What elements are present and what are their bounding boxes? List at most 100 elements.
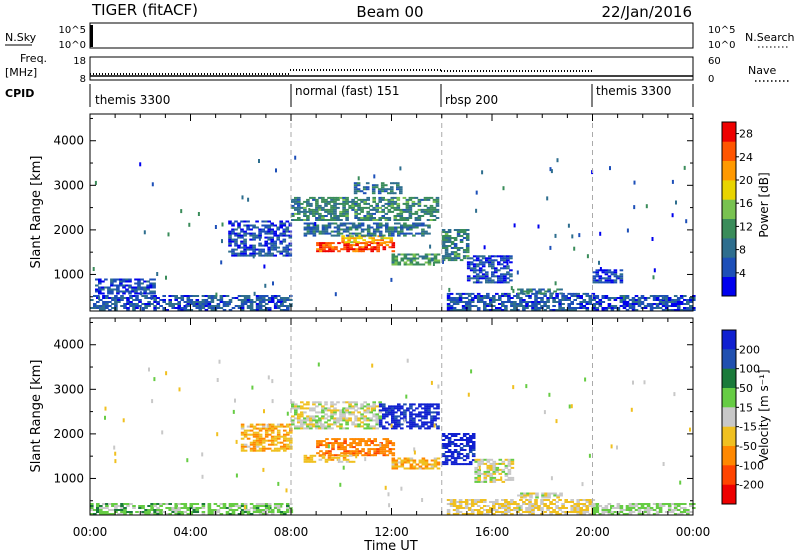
data-cell [403, 411, 407, 414]
data-cell [429, 210, 434, 213]
data-cell [625, 309, 630, 311]
data-cell [240, 505, 245, 507]
data-cell [396, 184, 400, 187]
data-cell [397, 457, 402, 460]
data-cell [267, 238, 271, 241]
data-cell [444, 235, 449, 237]
x-tick-label: 12:00 [374, 525, 409, 539]
data-cell [378, 222, 383, 225]
data-cell [501, 499, 505, 501]
data-cell [423, 210, 428, 213]
data-cell [362, 192, 367, 195]
data-cell [156, 513, 160, 515]
data-cell [339, 409, 343, 412]
data-cell [417, 219, 422, 221]
data-cell [255, 220, 259, 223]
data-cell [237, 305, 242, 307]
data-cell [610, 279, 615, 282]
data-cell [381, 204, 385, 207]
data-cell [264, 232, 268, 235]
data-cell [561, 507, 565, 509]
data-cell [607, 307, 612, 309]
data-cell [522, 307, 526, 309]
data-cell [312, 425, 316, 428]
data-cell [249, 301, 254, 303]
data-cell [333, 419, 337, 422]
data-cell [285, 244, 290, 247]
data-cell [264, 240, 268, 243]
data-cell [249, 238, 253, 241]
data-cell [483, 472, 488, 475]
colorbar-tick-label: 28 [739, 128, 753, 141]
data-cell [240, 301, 245, 303]
data-cell [322, 250, 326, 253]
data-cell [579, 509, 583, 511]
data-cell [534, 507, 538, 509]
data-cell [424, 261, 429, 264]
data-cell [418, 461, 423, 464]
data-cell [286, 431, 290, 434]
data-cell [421, 255, 426, 258]
data-cell [547, 290, 551, 293]
data-cell [506, 271, 510, 274]
data-cell [325, 246, 329, 249]
data-cell [683, 511, 687, 513]
data-cell [297, 425, 301, 428]
data-cell [585, 505, 590, 507]
data-cell [316, 452, 320, 455]
data-cell [513, 295, 517, 297]
data-cell [640, 295, 645, 297]
data-cell [390, 423, 393, 428]
data-cell [385, 427, 389, 430]
data-cell [664, 503, 669, 505]
data-cell [150, 296, 153, 300]
data-cell [372, 198, 376, 201]
data-cell [415, 425, 419, 428]
data-cell [406, 259, 411, 262]
data-cell [168, 299, 172, 301]
data-cell [540, 501, 544, 503]
data-cell [591, 292, 596, 295]
data-cell [478, 269, 483, 272]
data-cell [525, 511, 529, 513]
data-cell [258, 505, 263, 507]
data-cell [102, 309, 106, 311]
data-cell [555, 297, 559, 299]
data-cell [409, 232, 413, 235]
data-cell [604, 505, 609, 507]
data-cell [492, 462, 497, 465]
data-cell [584, 377, 587, 382]
data-cell [441, 445, 446, 447]
data-cell [110, 290, 114, 293]
data-cell [498, 297, 502, 299]
data-cell [405, 202, 410, 205]
data-cell [231, 254, 235, 257]
data-cell [506, 261, 509, 266]
data-cell [427, 257, 432, 260]
data-cell [345, 217, 349, 219]
data-cell [237, 226, 241, 229]
data-cell [114, 511, 118, 513]
data-cell [246, 307, 251, 309]
data-cell [315, 202, 319, 205]
data-cell [303, 212, 307, 215]
data-cell [520, 496, 524, 499]
data-cell [592, 297, 597, 299]
data-cell [204, 301, 209, 303]
data-cell [472, 277, 477, 280]
data-cell [276, 503, 281, 505]
data-cell [481, 261, 486, 264]
data-cell [286, 507, 290, 509]
data-cell [599, 267, 602, 271]
data-cell [384, 202, 389, 205]
data-cell [474, 480, 478, 483]
data-cell [240, 305, 245, 307]
data-cell [622, 299, 627, 301]
data-cell [207, 504, 210, 508]
data-cell [544, 492, 548, 495]
data-cell [538, 292, 542, 295]
data-cell [337, 448, 341, 451]
data-cell [469, 263, 474, 266]
data-cell [616, 275, 621, 278]
data-cell [342, 210, 346, 213]
